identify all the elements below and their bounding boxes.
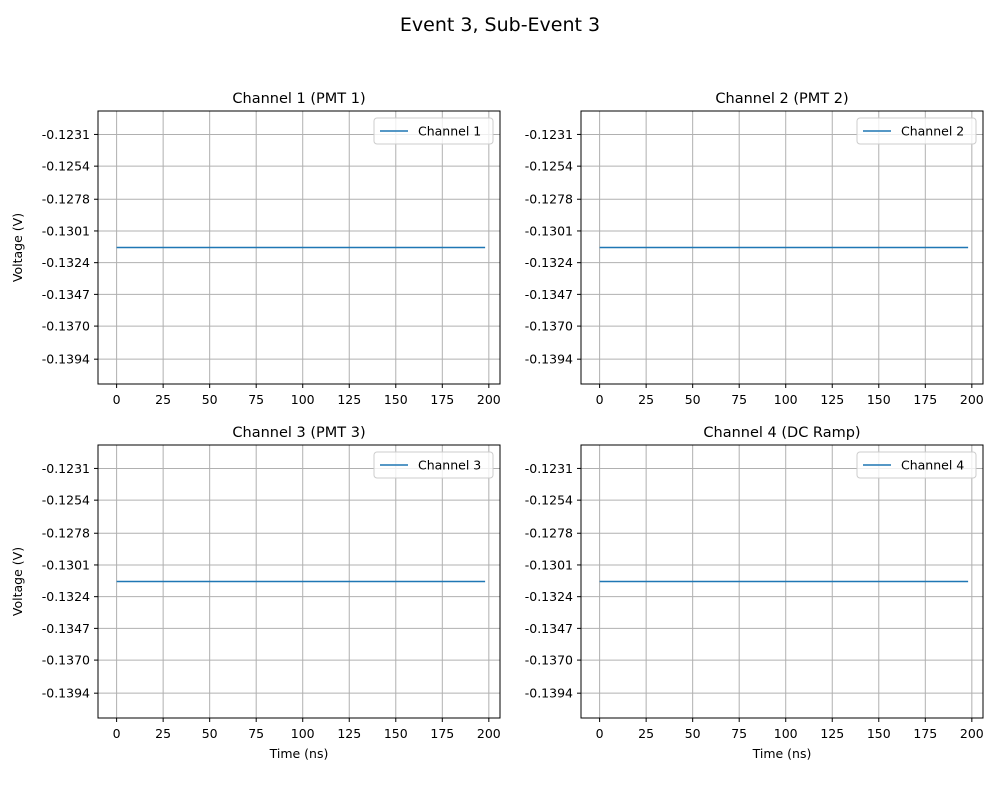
legend: Channel 1 (373, 117, 494, 145)
x-tick-label: 75 (248, 392, 264, 407)
legend-box (856, 117, 977, 145)
x-tick-label: 50 (685, 726, 701, 741)
x-tick-label: 75 (248, 726, 264, 741)
subplot-3: Channel 3 (PMT 3) 0 25 50 75 100 125 150 175 200 -… (10, 425, 501, 761)
subplot-2: Channel 2 (PMT 2) 0 25 50 75 100 125 150 175 200 -… (525, 91, 984, 407)
legend-label: Channel 2 (901, 124, 964, 139)
y-tick-label: -0.1394 (525, 352, 573, 367)
y-tick-label: -0.1370 (42, 653, 90, 668)
y-tick-label: -0.1254 (525, 493, 573, 508)
y-tick-label: -0.1254 (42, 493, 90, 508)
x-tick-label: 175 (430, 726, 454, 741)
y-axis-label: Voltage (V) (10, 547, 25, 616)
y-tick-label: -0.1231 (525, 461, 573, 476)
y-tick-label: -0.1370 (525, 319, 573, 334)
legend-box (373, 117, 494, 145)
x-axis-label: Time (ns) (269, 746, 329, 761)
y-tick-label: -0.1301 (525, 223, 573, 238)
x-tick-label: 0 (596, 392, 604, 407)
x-tick-label: 150 (384, 726, 408, 741)
y-tick-label: -0.1254 (42, 159, 90, 174)
x-tick-label: 25 (638, 726, 654, 741)
x-tick-label: 50 (202, 392, 218, 407)
y-tick-label: -0.1347 (525, 287, 573, 302)
x-tick-label: 125 (337, 392, 361, 407)
x-tick-label: 200 (960, 726, 984, 741)
subplot-4-title: Channel 4 (DC Ramp) (703, 425, 860, 441)
y-axis-label: Voltage (V) (10, 213, 25, 282)
y-tick-label: -0.1278 (525, 192, 573, 207)
y-tick-label: -0.1231 (42, 127, 90, 142)
axes-frame (580, 444, 984, 719)
x-tick-label: 25 (155, 392, 171, 407)
x-tick-label: 100 (291, 392, 315, 407)
x-tick-label: 0 (113, 726, 121, 741)
x-tick-label: 75 (731, 392, 747, 407)
x-tick-label: 125 (820, 392, 844, 407)
figure-title: Event 3, Sub-Event 3 (400, 14, 600, 36)
x-tick-label: 125 (820, 726, 844, 741)
subplot-2-title: Channel 2 (PMT 2) (715, 91, 848, 107)
y-tick-label: -0.1324 (525, 255, 573, 270)
x-tick-label: 175 (913, 726, 937, 741)
x-tick-label: 25 (638, 392, 654, 407)
x-tick-label: 200 (960, 392, 984, 407)
y-tick-label: -0.1394 (525, 686, 573, 701)
legend-label: Channel 3 (418, 458, 481, 473)
axes-frame (97, 444, 501, 719)
y-tick-label: -0.1394 (42, 352, 90, 367)
x-tick-label: 175 (430, 392, 454, 407)
x-axis-label: Time (ns) (752, 746, 812, 761)
y-tick-label: -0.1301 (42, 557, 90, 572)
x-tick-label: 0 (596, 726, 604, 741)
subplot-1: Channel 1 (PMT 1) 0 25 50 75 100 125 150 175 200 -… (10, 91, 501, 407)
y-tick-label: -0.1231 (42, 461, 90, 476)
legend: Channel 3 (373, 451, 494, 479)
y-tick-label: -0.1231 (525, 127, 573, 142)
y-tick-label: -0.1370 (42, 319, 90, 334)
y-tick-label: -0.1347 (42, 287, 90, 302)
axes-frame (580, 110, 984, 385)
y-tick-label: -0.1254 (525, 159, 573, 174)
legend: Channel 4 (856, 451, 977, 479)
y-tick-label: -0.1278 (42, 192, 90, 207)
x-tick-label: 75 (731, 726, 747, 741)
subplots: Channel 1 (PMT 1) 0 25 50 75 100 125 150 175 200 -… (10, 91, 984, 761)
y-tick-label: -0.1347 (525, 621, 573, 636)
x-tick-label: 125 (337, 726, 361, 741)
x-tick-label: 0 (113, 392, 121, 407)
x-tick-label: 150 (867, 392, 891, 407)
subplot-3-title: Channel 3 (PMT 3) (232, 425, 365, 441)
legend-label: Channel 4 (901, 458, 964, 473)
y-tick-label: -0.1278 (525, 526, 573, 541)
y-tick-label: -0.1347 (42, 621, 90, 636)
x-tick-label: 175 (913, 392, 937, 407)
x-tick-label: 200 (477, 392, 501, 407)
legend-box (373, 451, 494, 479)
y-tick-label: -0.1370 (525, 653, 573, 668)
y-tick-label: -0.1278 (42, 526, 90, 541)
x-tick-label: 200 (477, 726, 501, 741)
legend: Channel 2 (856, 117, 977, 145)
legend-box (856, 451, 977, 479)
legend-label: Channel 1 (418, 124, 481, 139)
x-tick-label: 100 (774, 392, 798, 407)
y-tick-label: -0.1301 (525, 557, 573, 572)
y-tick-label: -0.1324 (42, 589, 90, 604)
y-tick-label: -0.1301 (42, 223, 90, 238)
x-tick-label: 50 (685, 392, 701, 407)
x-tick-label: 50 (202, 726, 218, 741)
x-tick-label: 150 (384, 392, 408, 407)
y-tick-label: -0.1324 (525, 589, 573, 604)
x-tick-label: 100 (291, 726, 315, 741)
x-tick-label: 150 (867, 726, 891, 741)
subplot-4: Channel 4 (DC Ramp) 0 25 50 75 100 125 150 175 20… (525, 425, 984, 761)
y-tick-label: -0.1394 (42, 686, 90, 701)
y-tick-label: -0.1324 (42, 255, 90, 270)
axes-frame (97, 110, 501, 385)
subplot-1-title: Channel 1 (PMT 1) (232, 91, 365, 107)
x-tick-label: 25 (155, 726, 171, 741)
x-tick-label: 100 (774, 726, 798, 741)
